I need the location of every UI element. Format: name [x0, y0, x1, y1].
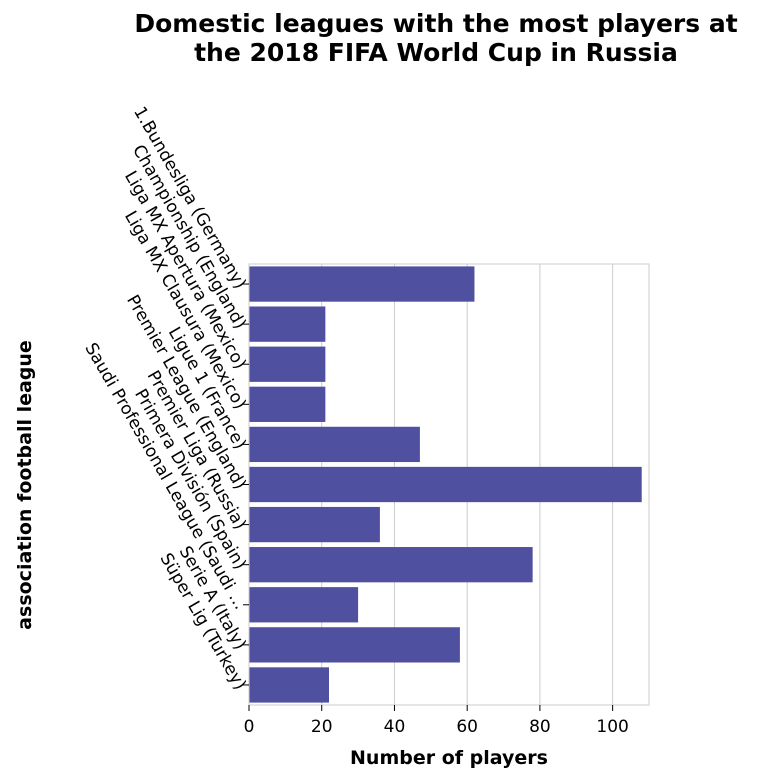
bar — [249, 386, 326, 422]
x-tick-label: 0 — [244, 717, 255, 737]
x-tick-label: 40 — [384, 717, 406, 737]
bar — [249, 346, 326, 382]
x-tick-label: 20 — [311, 717, 333, 737]
chart-title-line-1: Domestic leagues with the most players a… — [134, 9, 737, 38]
y-axis-ticks: 1.Bundesliga (Germany)Championship (Engl… — [80, 103, 250, 693]
x-axis-ticks: 0 20 40 60 80 100 — [244, 705, 629, 737]
x-tick-label: 80 — [529, 717, 551, 737]
bar — [249, 466, 642, 503]
x-tick-label: 60 — [456, 717, 478, 737]
bar — [249, 426, 420, 463]
bar — [249, 266, 475, 302]
bar — [249, 587, 359, 623]
bar — [249, 306, 326, 342]
bars — [249, 266, 642, 703]
x-axis-label: Number of players — [350, 747, 548, 769]
y-axis-label: association football league — [14, 340, 36, 630]
chart-title-line-2: the 2018 FIFA World Cup in Russia — [194, 38, 678, 67]
bar — [249, 627, 460, 663]
bar — [249, 667, 329, 703]
bar — [249, 506, 380, 543]
x-tick-label: 100 — [596, 717, 628, 737]
bar — [249, 547, 533, 583]
